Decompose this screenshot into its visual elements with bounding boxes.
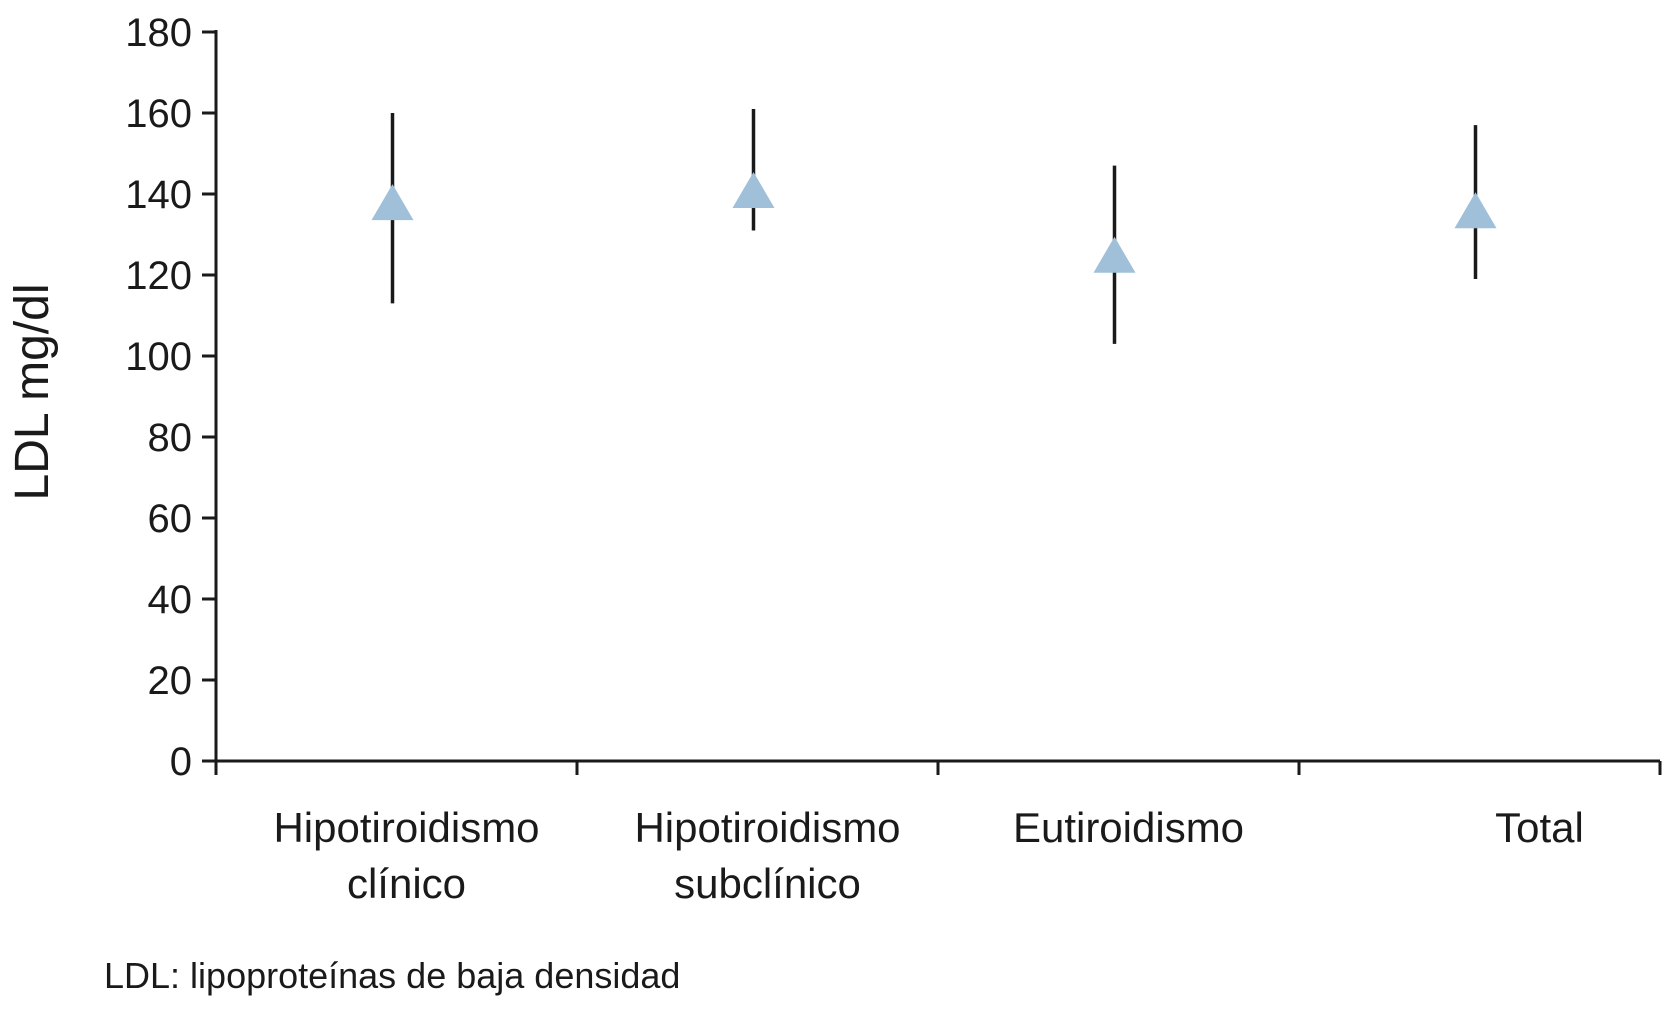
x-category-label: Eutiroidismo xyxy=(1013,804,1244,851)
x-category-label: Hipotiroidismo subclínico xyxy=(634,804,900,907)
y-tick-label: 40 xyxy=(148,578,193,622)
data-point-triangle xyxy=(371,184,414,221)
x-category-label: Total xyxy=(1495,804,1584,851)
y-tick-label: 20 xyxy=(148,659,193,703)
y-tick-label: 160 xyxy=(125,92,192,136)
y-tick-label: 180 xyxy=(125,11,192,55)
y-tick-label: 60 xyxy=(148,497,193,541)
data-point-triangle xyxy=(1454,192,1497,229)
y-tick-label: 140 xyxy=(125,173,192,217)
chart-axes: 0 20 40 60 80 100 120 140 160 180 Hipotiroidismo cl… xyxy=(125,11,1662,907)
data-point-triangle xyxy=(1093,236,1136,273)
y-tick-label: 120 xyxy=(125,254,192,298)
y-tick-label: 100 xyxy=(125,335,192,379)
y-tick-label: 80 xyxy=(148,416,193,460)
data-point-triangle xyxy=(732,171,775,208)
y-axis-title: LDL mg/dl xyxy=(6,284,59,501)
x-category-label: Hipotiroidismo clínico xyxy=(273,804,539,907)
chart-marks xyxy=(371,108,1497,344)
y-tick-label: 0 xyxy=(170,740,192,784)
footnote: LDL: lipoproteínas de baja densidad xyxy=(104,955,680,996)
